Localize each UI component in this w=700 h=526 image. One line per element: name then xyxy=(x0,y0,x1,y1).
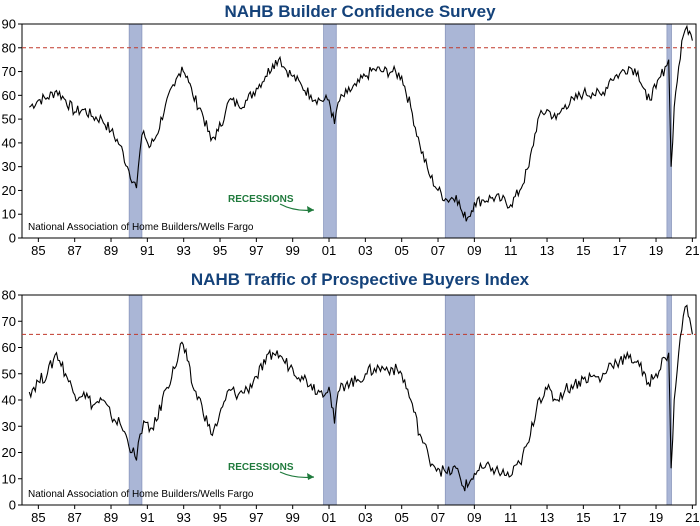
x-tick-label: 99 xyxy=(285,243,299,258)
x-tick-label: 97 xyxy=(249,243,263,258)
recessions-annotation: RECESSIONS xyxy=(228,194,294,205)
x-tick-label: 01 xyxy=(322,243,336,258)
x-tick-label: 87 xyxy=(67,510,81,525)
x-tick-label: 09 xyxy=(467,243,481,258)
x-tick-label: 11 xyxy=(504,510,518,525)
y-tick-label: 50 xyxy=(2,366,16,381)
y-tick-label: 90 xyxy=(2,17,16,32)
x-tick-label: 85 xyxy=(31,510,45,525)
y-tick-label: 30 xyxy=(2,159,16,174)
chart-source: National Association of Home Builders/We… xyxy=(28,222,254,233)
recessions-arrowhead xyxy=(307,206,314,213)
x-tick-label: 13 xyxy=(540,510,554,525)
plot-area: 0 10 20 30 40 50 60 70 80 90 85 87 89 91 93 95 97 99 01 03 0… xyxy=(2,17,700,259)
y-tick-label: 40 xyxy=(2,135,16,150)
x-tick-label: 05 xyxy=(394,510,408,525)
recession-bar xyxy=(323,294,337,506)
recession-bar xyxy=(666,294,672,506)
y-tick-label: 50 xyxy=(2,112,16,127)
chart-title: NAHB Traffic of Prospective Buyers Index xyxy=(191,270,530,289)
x-tick-label: 21 xyxy=(685,243,699,258)
x-tick-label: 03 xyxy=(358,243,372,258)
x-tick-label: 15 xyxy=(576,510,590,525)
plot-area: 0 10 20 30 40 50 60 70 80 85 87 89 91 93 95 97 99 01 03 05 0… xyxy=(2,288,700,526)
x-tick-label: 95 xyxy=(213,243,227,258)
x-tick-label: 91 xyxy=(140,243,154,258)
x-tick-label: 17 xyxy=(612,243,626,258)
x-tick-label: 07 xyxy=(431,510,445,525)
y-tick-label: 0 xyxy=(9,498,16,513)
y-tick-label: 40 xyxy=(2,393,16,408)
y-tick-label: 0 xyxy=(9,231,16,246)
x-tick-label: 19 xyxy=(649,243,663,258)
y-tick-label: 10 xyxy=(2,471,16,486)
y-tick-label: 60 xyxy=(2,88,16,103)
x-tick-label: 15 xyxy=(576,243,590,258)
builder-confidence-chart: 0 10 20 30 40 50 60 70 80 90 85 87 89 91 93 95 97 99 01 03 0… xyxy=(2,2,700,258)
x-tick-label: 89 xyxy=(104,510,118,525)
x-tick-label: 05 xyxy=(394,243,408,258)
y-tick-label: 10 xyxy=(2,207,16,222)
x-tick-label: 91 xyxy=(140,510,154,525)
recession-bar xyxy=(128,294,143,506)
x-tick-label: 11 xyxy=(504,243,518,258)
x-tick-label: 95 xyxy=(213,510,227,525)
y-tick-label: 30 xyxy=(2,419,16,434)
x-tick-label: 97 xyxy=(249,510,263,525)
y-tick-label: 60 xyxy=(2,340,16,355)
x-tick-label: 07 xyxy=(431,243,445,258)
plot-frame xyxy=(21,294,697,506)
y-tick-label: 20 xyxy=(2,445,16,460)
x-tick-label: 13 xyxy=(540,243,554,258)
traffic-prospective-buyers-chart: 0 10 20 30 40 50 60 70 80 85 87 89 91 93 95 97 99 01 03 05 0… xyxy=(2,270,700,525)
plot-frame xyxy=(21,23,697,239)
x-tick-label: 21 xyxy=(685,510,699,525)
x-tick-label: 93 xyxy=(176,243,190,258)
x-tick-label: 85 xyxy=(31,243,45,258)
x-tick-label: 19 xyxy=(649,510,663,525)
x-tick-label: 93 xyxy=(176,510,190,525)
x-tick-label: 17 xyxy=(612,510,626,525)
x-tick-label: 89 xyxy=(104,243,118,258)
y-tick-label: 20 xyxy=(2,183,16,198)
series-line xyxy=(28,304,693,492)
x-tick-label: 03 xyxy=(358,510,372,525)
series-line xyxy=(28,24,693,222)
x-tick-label: 87 xyxy=(67,243,81,258)
recession-bar xyxy=(444,294,475,506)
recession-bar xyxy=(323,23,337,239)
chart-source: National Association of Home Builders/We… xyxy=(28,489,254,500)
recessions-arrowhead xyxy=(307,473,314,480)
recession-bar xyxy=(128,23,143,239)
y-tick-label: 80 xyxy=(2,288,16,303)
x-tick-label: 01 xyxy=(322,510,336,525)
y-tick-label: 70 xyxy=(2,64,16,79)
y-tick-label: 70 xyxy=(2,314,16,329)
x-tick-label: 09 xyxy=(467,510,481,525)
chart-title: NAHB Builder Confidence Survey xyxy=(224,2,496,21)
x-tick-label: 99 xyxy=(285,510,299,525)
y-tick-label: 80 xyxy=(2,40,16,55)
recessions-annotation: RECESSIONS xyxy=(228,462,294,473)
